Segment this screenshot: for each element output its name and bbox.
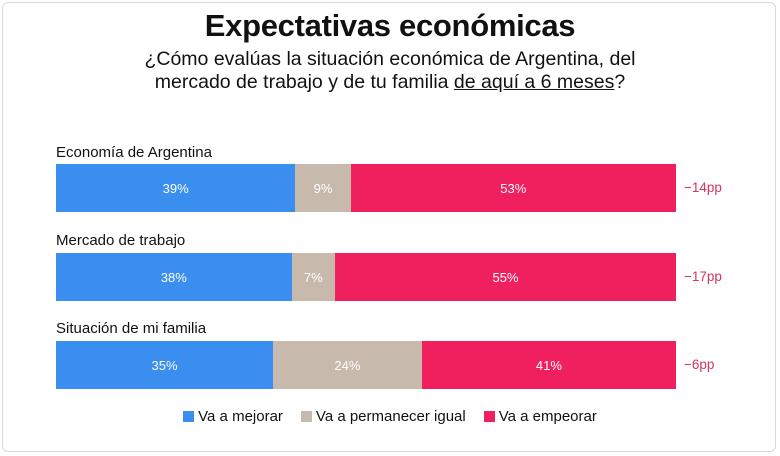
bar-segment: 38% [56, 253, 292, 301]
bar-segment: 53% [350, 164, 676, 212]
stacked-bar: 35% 24% 41% [56, 341, 676, 389]
category-label: Economía de Argentina [56, 144, 212, 161]
subtitle-question-mark: ? [614, 71, 626, 93]
data-label: 35% [151, 357, 178, 373]
legend-swatch [300, 411, 312, 422]
legend-swatch [483, 411, 495, 422]
data-label: 53% [500, 180, 527, 196]
data-label: 55% [492, 269, 519, 285]
bar-segment: 24% [273, 341, 422, 389]
data-label: 24% [334, 357, 361, 373]
category-label: Situación de mi familia [56, 320, 207, 337]
data-label: 38% [160, 269, 187, 285]
bar-segment: 39% [56, 164, 296, 212]
stacked-bar: 39% 9% 53% [56, 164, 676, 212]
subtitle-line-1: ¿Cómo evalúas la situación económica de … [144, 48, 636, 70]
bar-segment: 9% [295, 164, 351, 212]
stacked-bar: 38% 7% 55% [56, 253, 676, 301]
data-label: 9% [313, 180, 333, 196]
chart-subtitle: ¿Cómo evalúas la situación económica de … [0, 48, 780, 94]
subtitle-underlined: de aquí a 6 meses [453, 71, 615, 93]
bar-segment: 35% [56, 341, 273, 389]
legend-item: Va a permanecer igual [300, 408, 466, 425]
data-label: 41% [535, 357, 562, 373]
net-difference-label: −17pp [684, 269, 722, 284]
net-difference-label: −14pp [684, 180, 722, 195]
legend-label: Va a mejorar [198, 408, 283, 425]
legend: Va a mejorar Va a permanecer igual Va a em… [0, 408, 780, 425]
legend-swatch [183, 411, 195, 422]
category-label: Mercado de trabajo [56, 232, 186, 249]
data-label: 39% [162, 180, 189, 196]
subtitle-line-2: mercado de trabajo y de tu familia [154, 71, 454, 93]
legend-label: Va a empeorar [498, 408, 597, 425]
legend-label: Va a permanecer igual [315, 408, 466, 425]
bar-segment: 41% [421, 341, 676, 389]
legend-item: Va a empeorar [483, 408, 597, 425]
legend-item: Va a mejorar [183, 408, 283, 425]
chart-title: Expectativas económicas [204, 8, 576, 43]
data-label: 7% [303, 269, 323, 285]
bar-segment: 55% [334, 253, 676, 301]
bar-segment: 7% [291, 253, 335, 301]
net-difference-label: −6pp [684, 357, 715, 372]
